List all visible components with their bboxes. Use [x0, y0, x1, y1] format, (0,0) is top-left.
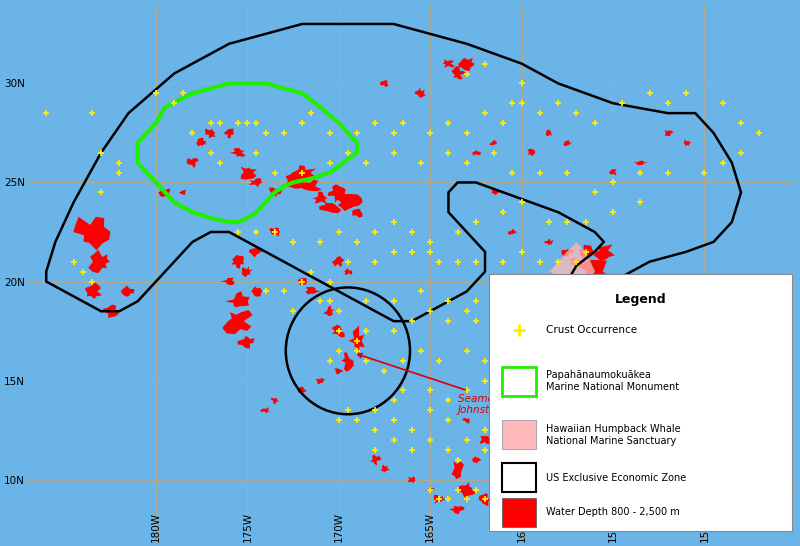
Polygon shape	[508, 228, 516, 235]
Polygon shape	[241, 167, 257, 180]
Polygon shape	[313, 192, 327, 204]
Polygon shape	[382, 465, 390, 473]
Polygon shape	[319, 203, 342, 213]
Polygon shape	[306, 287, 320, 294]
Polygon shape	[231, 255, 244, 269]
Polygon shape	[281, 174, 306, 189]
Polygon shape	[270, 228, 280, 236]
Polygon shape	[352, 209, 362, 218]
Polygon shape	[331, 256, 344, 267]
Polygon shape	[249, 178, 262, 188]
Polygon shape	[449, 506, 464, 514]
Text: Seamount Profile in
Johnston Island EEZ: Seamount Profile in Johnston Island EEZ	[358, 354, 560, 415]
Polygon shape	[527, 149, 535, 156]
Polygon shape	[610, 169, 616, 176]
Polygon shape	[298, 278, 307, 285]
Polygon shape	[586, 280, 614, 304]
Polygon shape	[238, 336, 254, 349]
Polygon shape	[579, 245, 594, 259]
Polygon shape	[345, 268, 353, 275]
Polygon shape	[534, 377, 547, 384]
Polygon shape	[665, 130, 674, 136]
Polygon shape	[570, 257, 582, 266]
Text: Crust Occurrence: Crust Occurrence	[546, 325, 638, 335]
Polygon shape	[179, 190, 186, 195]
Polygon shape	[458, 483, 476, 497]
Polygon shape	[260, 407, 270, 413]
Polygon shape	[331, 325, 345, 337]
FancyBboxPatch shape	[502, 420, 536, 449]
Polygon shape	[158, 188, 170, 197]
Polygon shape	[414, 87, 426, 98]
Polygon shape	[594, 245, 615, 262]
Polygon shape	[480, 436, 491, 444]
Polygon shape	[328, 184, 350, 203]
FancyBboxPatch shape	[489, 274, 792, 531]
Polygon shape	[451, 66, 466, 79]
Polygon shape	[300, 180, 322, 191]
Polygon shape	[491, 189, 500, 195]
Polygon shape	[102, 305, 119, 318]
Polygon shape	[270, 397, 279, 404]
Polygon shape	[434, 495, 447, 504]
Polygon shape	[205, 128, 216, 139]
Polygon shape	[251, 287, 262, 297]
Polygon shape	[74, 217, 110, 250]
Polygon shape	[249, 248, 263, 257]
Polygon shape	[85, 282, 102, 299]
Polygon shape	[349, 325, 365, 354]
Text: Legend: Legend	[614, 293, 666, 306]
Polygon shape	[546, 129, 552, 136]
Polygon shape	[221, 278, 234, 285]
Polygon shape	[316, 377, 326, 384]
Polygon shape	[224, 128, 234, 138]
Polygon shape	[518, 388, 526, 394]
Polygon shape	[335, 194, 362, 211]
Polygon shape	[682, 139, 691, 146]
Polygon shape	[472, 456, 482, 464]
Polygon shape	[242, 266, 253, 277]
Text: Papahānaumokuākea
Marine National Monument: Papahānaumokuākea Marine National Monume…	[546, 370, 679, 393]
Polygon shape	[225, 291, 250, 307]
Polygon shape	[472, 151, 481, 156]
Polygon shape	[230, 148, 246, 157]
Polygon shape	[269, 187, 282, 197]
FancyBboxPatch shape	[502, 498, 536, 527]
Polygon shape	[634, 161, 647, 165]
Polygon shape	[370, 454, 382, 466]
Polygon shape	[121, 286, 134, 297]
Polygon shape	[462, 418, 470, 424]
Polygon shape	[298, 387, 306, 393]
Polygon shape	[186, 158, 199, 168]
Polygon shape	[490, 140, 497, 145]
Polygon shape	[478, 493, 492, 506]
Polygon shape	[578, 260, 611, 286]
Polygon shape	[196, 138, 206, 146]
Text: US Exclusive Economic Zone: US Exclusive Economic Zone	[546, 472, 686, 483]
Polygon shape	[563, 139, 572, 146]
Polygon shape	[562, 248, 574, 257]
Polygon shape	[380, 80, 389, 87]
Polygon shape	[323, 306, 334, 316]
Polygon shape	[458, 58, 474, 71]
FancyBboxPatch shape	[502, 463, 536, 492]
Polygon shape	[288, 165, 316, 182]
Polygon shape	[442, 60, 454, 68]
Polygon shape	[408, 476, 415, 483]
Polygon shape	[222, 310, 253, 334]
Polygon shape	[88, 250, 110, 273]
Text: Water Depth 800 - 2,500 m: Water Depth 800 - 2,500 m	[546, 507, 680, 517]
Polygon shape	[544, 239, 554, 245]
Polygon shape	[549, 242, 594, 282]
Polygon shape	[426, 486, 435, 491]
Text: Hawaiian Humpback Whale
National Marine Sanctuary: Hawaiian Humpback Whale National Marine …	[546, 424, 681, 446]
Polygon shape	[342, 352, 354, 372]
Polygon shape	[334, 368, 343, 375]
Polygon shape	[451, 461, 464, 479]
